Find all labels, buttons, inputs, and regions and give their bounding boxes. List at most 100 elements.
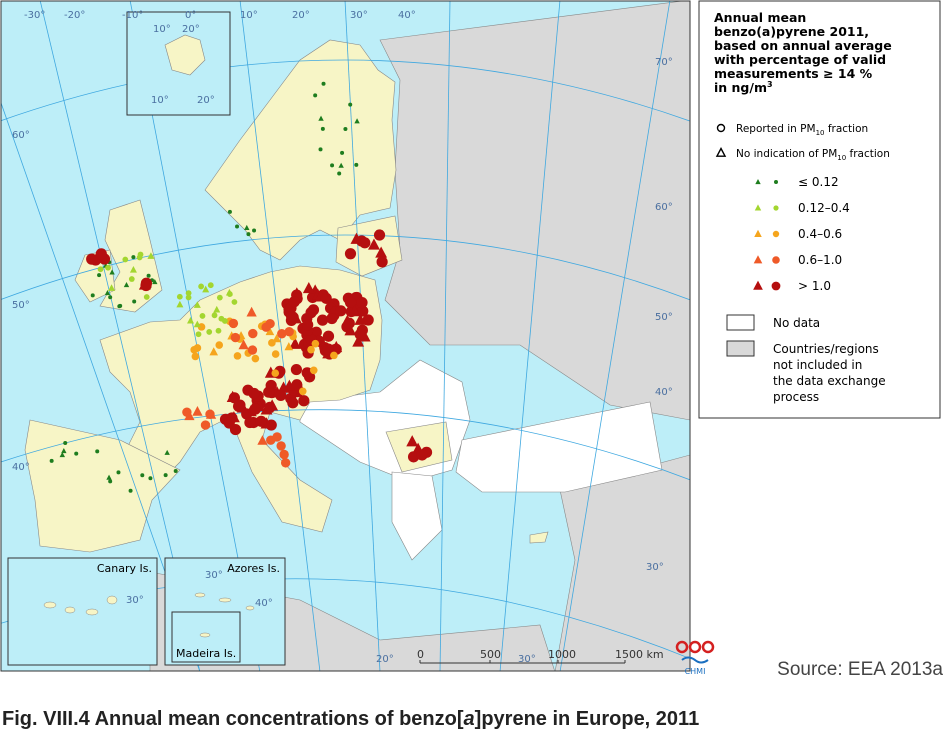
unit-text: in ng/m bbox=[714, 80, 767, 95]
station-marker bbox=[128, 488, 133, 493]
station-marker bbox=[251, 354, 260, 363]
graticule-label: 40° bbox=[398, 10, 416, 21]
chmi-logo: CHMI bbox=[675, 640, 715, 676]
station-marker bbox=[213, 305, 221, 313]
station-marker bbox=[74, 451, 79, 456]
station-marker bbox=[290, 363, 303, 376]
class-triangle bbox=[753, 280, 763, 290]
class-circle bbox=[772, 256, 780, 264]
legend-title: benzo(a)pyrene 2011, bbox=[714, 24, 869, 39]
class-circle bbox=[773, 205, 779, 211]
station-marker bbox=[108, 479, 113, 484]
caption-suffix: ]pyrene in Europe, 2011 bbox=[475, 708, 700, 730]
station-marker bbox=[352, 335, 365, 347]
legend-title: based on annual average bbox=[714, 38, 892, 53]
station-marker bbox=[320, 126, 325, 131]
symbol-label: No indication of PM10 fraction bbox=[736, 148, 890, 162]
station-marker bbox=[216, 294, 223, 301]
symbol-circle bbox=[716, 123, 726, 133]
station-marker bbox=[343, 126, 348, 131]
station-marker bbox=[354, 313, 367, 325]
svalbard-label: 10° bbox=[153, 24, 171, 35]
graticule-label: 50° bbox=[12, 300, 30, 311]
station-marker bbox=[97, 266, 104, 273]
station-marker bbox=[228, 318, 239, 329]
symbol-text: Reported in PM bbox=[736, 123, 816, 135]
station-marker bbox=[122, 256, 129, 263]
station-marker bbox=[247, 345, 258, 355]
station-marker bbox=[234, 399, 246, 411]
station-marker bbox=[287, 397, 299, 409]
station-marker bbox=[143, 294, 150, 300]
station-marker bbox=[302, 281, 315, 294]
station-marker bbox=[265, 326, 275, 336]
station-marker bbox=[321, 81, 326, 86]
station-marker bbox=[348, 305, 361, 317]
station-marker bbox=[264, 401, 276, 413]
station-marker bbox=[246, 232, 251, 237]
station-marker bbox=[192, 406, 203, 416]
station-marker bbox=[330, 163, 335, 168]
station-marker bbox=[106, 474, 112, 480]
graticule-label: 30° bbox=[518, 654, 536, 665]
graticule-label: 60° bbox=[12, 130, 30, 141]
station-marker bbox=[316, 314, 329, 326]
class-circle bbox=[774, 180, 778, 184]
station-marker bbox=[140, 279, 152, 292]
map-frame bbox=[0, 0, 691, 672]
stations bbox=[49, 81, 433, 493]
station-marker bbox=[407, 451, 420, 463]
svalbard-label: 10° bbox=[151, 95, 169, 106]
canary-inset bbox=[7, 557, 158, 666]
inset-label: Canary Is. bbox=[97, 562, 152, 575]
station-marker bbox=[320, 292, 332, 304]
station-marker bbox=[95, 248, 107, 260]
station-marker bbox=[200, 420, 211, 430]
station-marker bbox=[265, 379, 277, 392]
station-marker bbox=[340, 150, 345, 155]
station-marker bbox=[182, 407, 192, 417]
symbol-sub: 10 bbox=[837, 154, 846, 162]
station-marker bbox=[193, 301, 201, 308]
station-marker bbox=[313, 93, 318, 98]
area-label: not included in bbox=[773, 358, 862, 372]
station-marker bbox=[116, 470, 121, 475]
area-swatch bbox=[726, 314, 755, 331]
station-marker bbox=[63, 441, 68, 446]
station-marker bbox=[238, 339, 249, 350]
graticule-label: 40° bbox=[655, 387, 673, 398]
station-marker bbox=[198, 283, 205, 290]
station-marker bbox=[218, 315, 225, 322]
class-circle bbox=[771, 281, 781, 291]
graticule-label: 30° bbox=[205, 570, 223, 581]
symbol-sub: 10 bbox=[816, 129, 825, 137]
class-triangle bbox=[754, 204, 762, 211]
station-marker bbox=[185, 290, 192, 297]
islands bbox=[43, 592, 255, 638]
station-marker bbox=[277, 329, 287, 339]
labels: -30° -20° -10° 0° 10° 20° 30° 40° 60° 50° 40° 70° 60… bbox=[12, 10, 673, 665]
station-marker bbox=[298, 387, 307, 396]
station-marker bbox=[252, 228, 257, 233]
class-label: 0.6–1.0 bbox=[798, 253, 842, 267]
station-marker bbox=[230, 332, 241, 343]
station-marker bbox=[318, 115, 324, 121]
legend-title: with percentage of valid bbox=[714, 52, 886, 67]
station-marker bbox=[202, 285, 210, 293]
station-marker bbox=[49, 458, 54, 463]
station-marker bbox=[109, 269, 115, 275]
station-marker bbox=[362, 314, 374, 326]
station-marker bbox=[309, 366, 318, 375]
station-marker bbox=[298, 395, 310, 407]
station-marker bbox=[195, 331, 202, 338]
station-marker bbox=[376, 256, 388, 268]
scale-label: 0 bbox=[417, 648, 424, 661]
symbol-tail: fraction bbox=[825, 123, 869, 135]
scale-label: 1500 km bbox=[615, 648, 664, 661]
svalbard bbox=[164, 34, 206, 76]
station-marker bbox=[248, 387, 260, 400]
turkey bbox=[455, 401, 663, 493]
station-marker bbox=[223, 417, 235, 429]
station-marker bbox=[280, 458, 291, 468]
